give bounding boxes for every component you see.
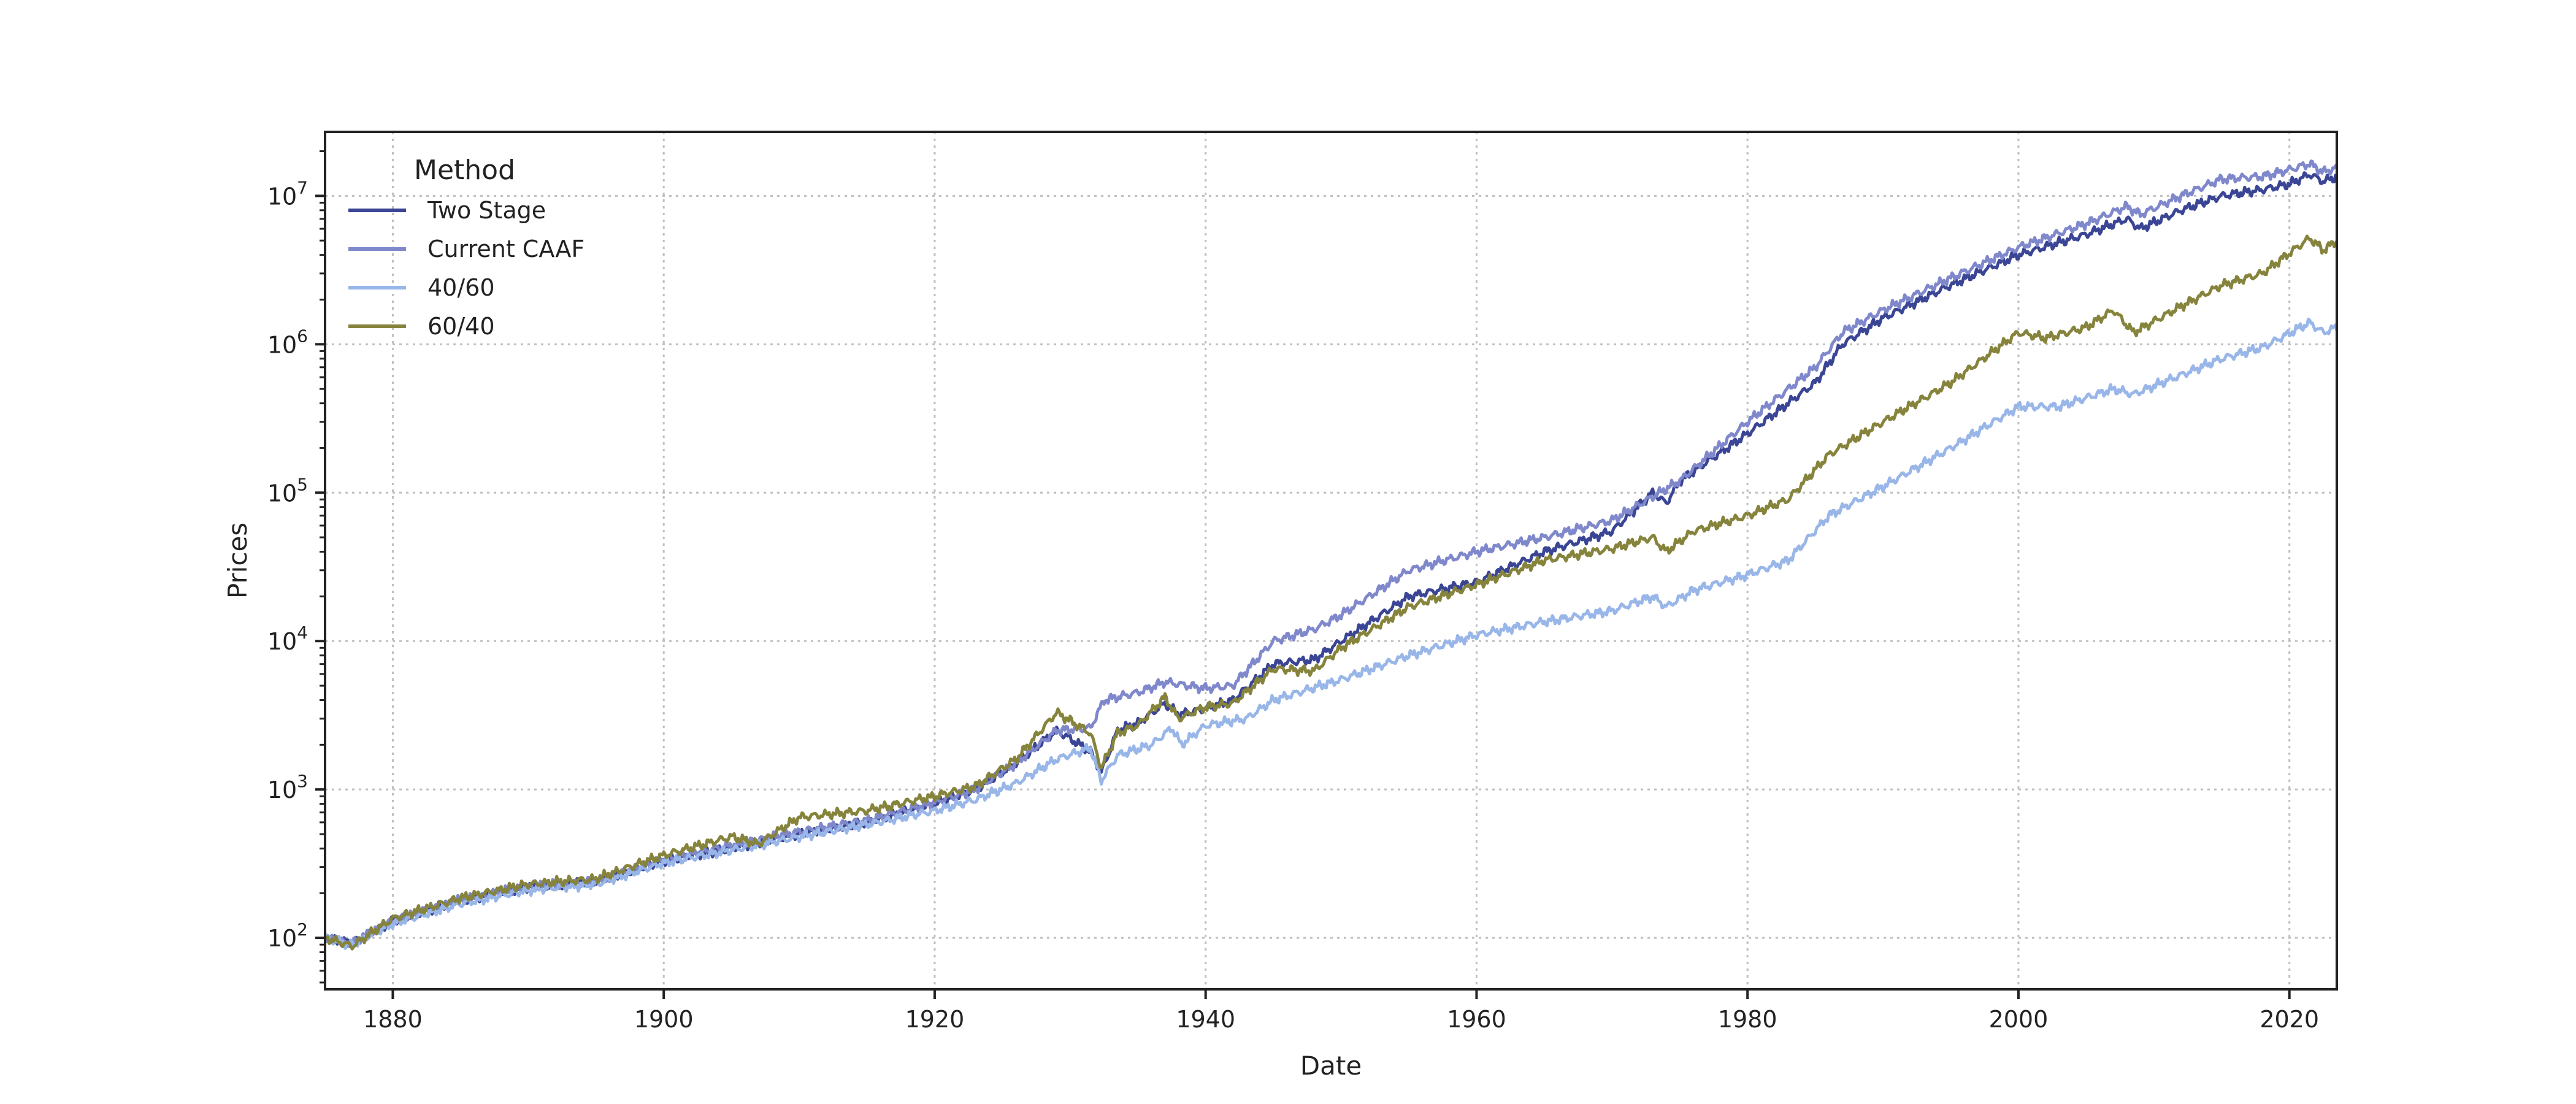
y-tick-label: 105: [267, 474, 308, 507]
series-line-40-60: [323, 317, 2339, 950]
legend: Method Two Stage Current CAAF 40/60 60/40: [348, 155, 585, 340]
x-tick-label: 2000: [1989, 1006, 2049, 1033]
x-tick-label: 1980: [1718, 1006, 1777, 1033]
legend-label: 40/60: [427, 274, 495, 301]
x-axis: 1880 1900 1920 1940 1960 1980 2000 2020: [363, 989, 2319, 1033]
y-tick-label: 102: [267, 919, 308, 952]
legend-title: Method: [414, 155, 515, 186]
y-axis-label: Prices: [223, 523, 253, 599]
legend-label: Current CAAF: [427, 236, 585, 263]
x-tick-label: 1880: [363, 1006, 423, 1033]
x-tick-label: 1960: [1447, 1006, 1506, 1033]
series-lines: [323, 159, 2339, 951]
series-line-current-caaf: [324, 159, 2339, 948]
x-tick-label: 1900: [634, 1006, 694, 1033]
x-tick-label: 1940: [1176, 1006, 1235, 1033]
legend-label: 60/40: [427, 313, 495, 340]
x-axis-label: Date: [1300, 1051, 1362, 1081]
plot-frame: [324, 131, 2338, 991]
grid: [325, 132, 2337, 989]
x-tick-label: 2020: [2260, 1006, 2319, 1033]
legend-label: Two Stage: [427, 197, 546, 224]
x-tick-label: 1920: [905, 1006, 965, 1033]
series-line-60-40: [324, 234, 2339, 951]
